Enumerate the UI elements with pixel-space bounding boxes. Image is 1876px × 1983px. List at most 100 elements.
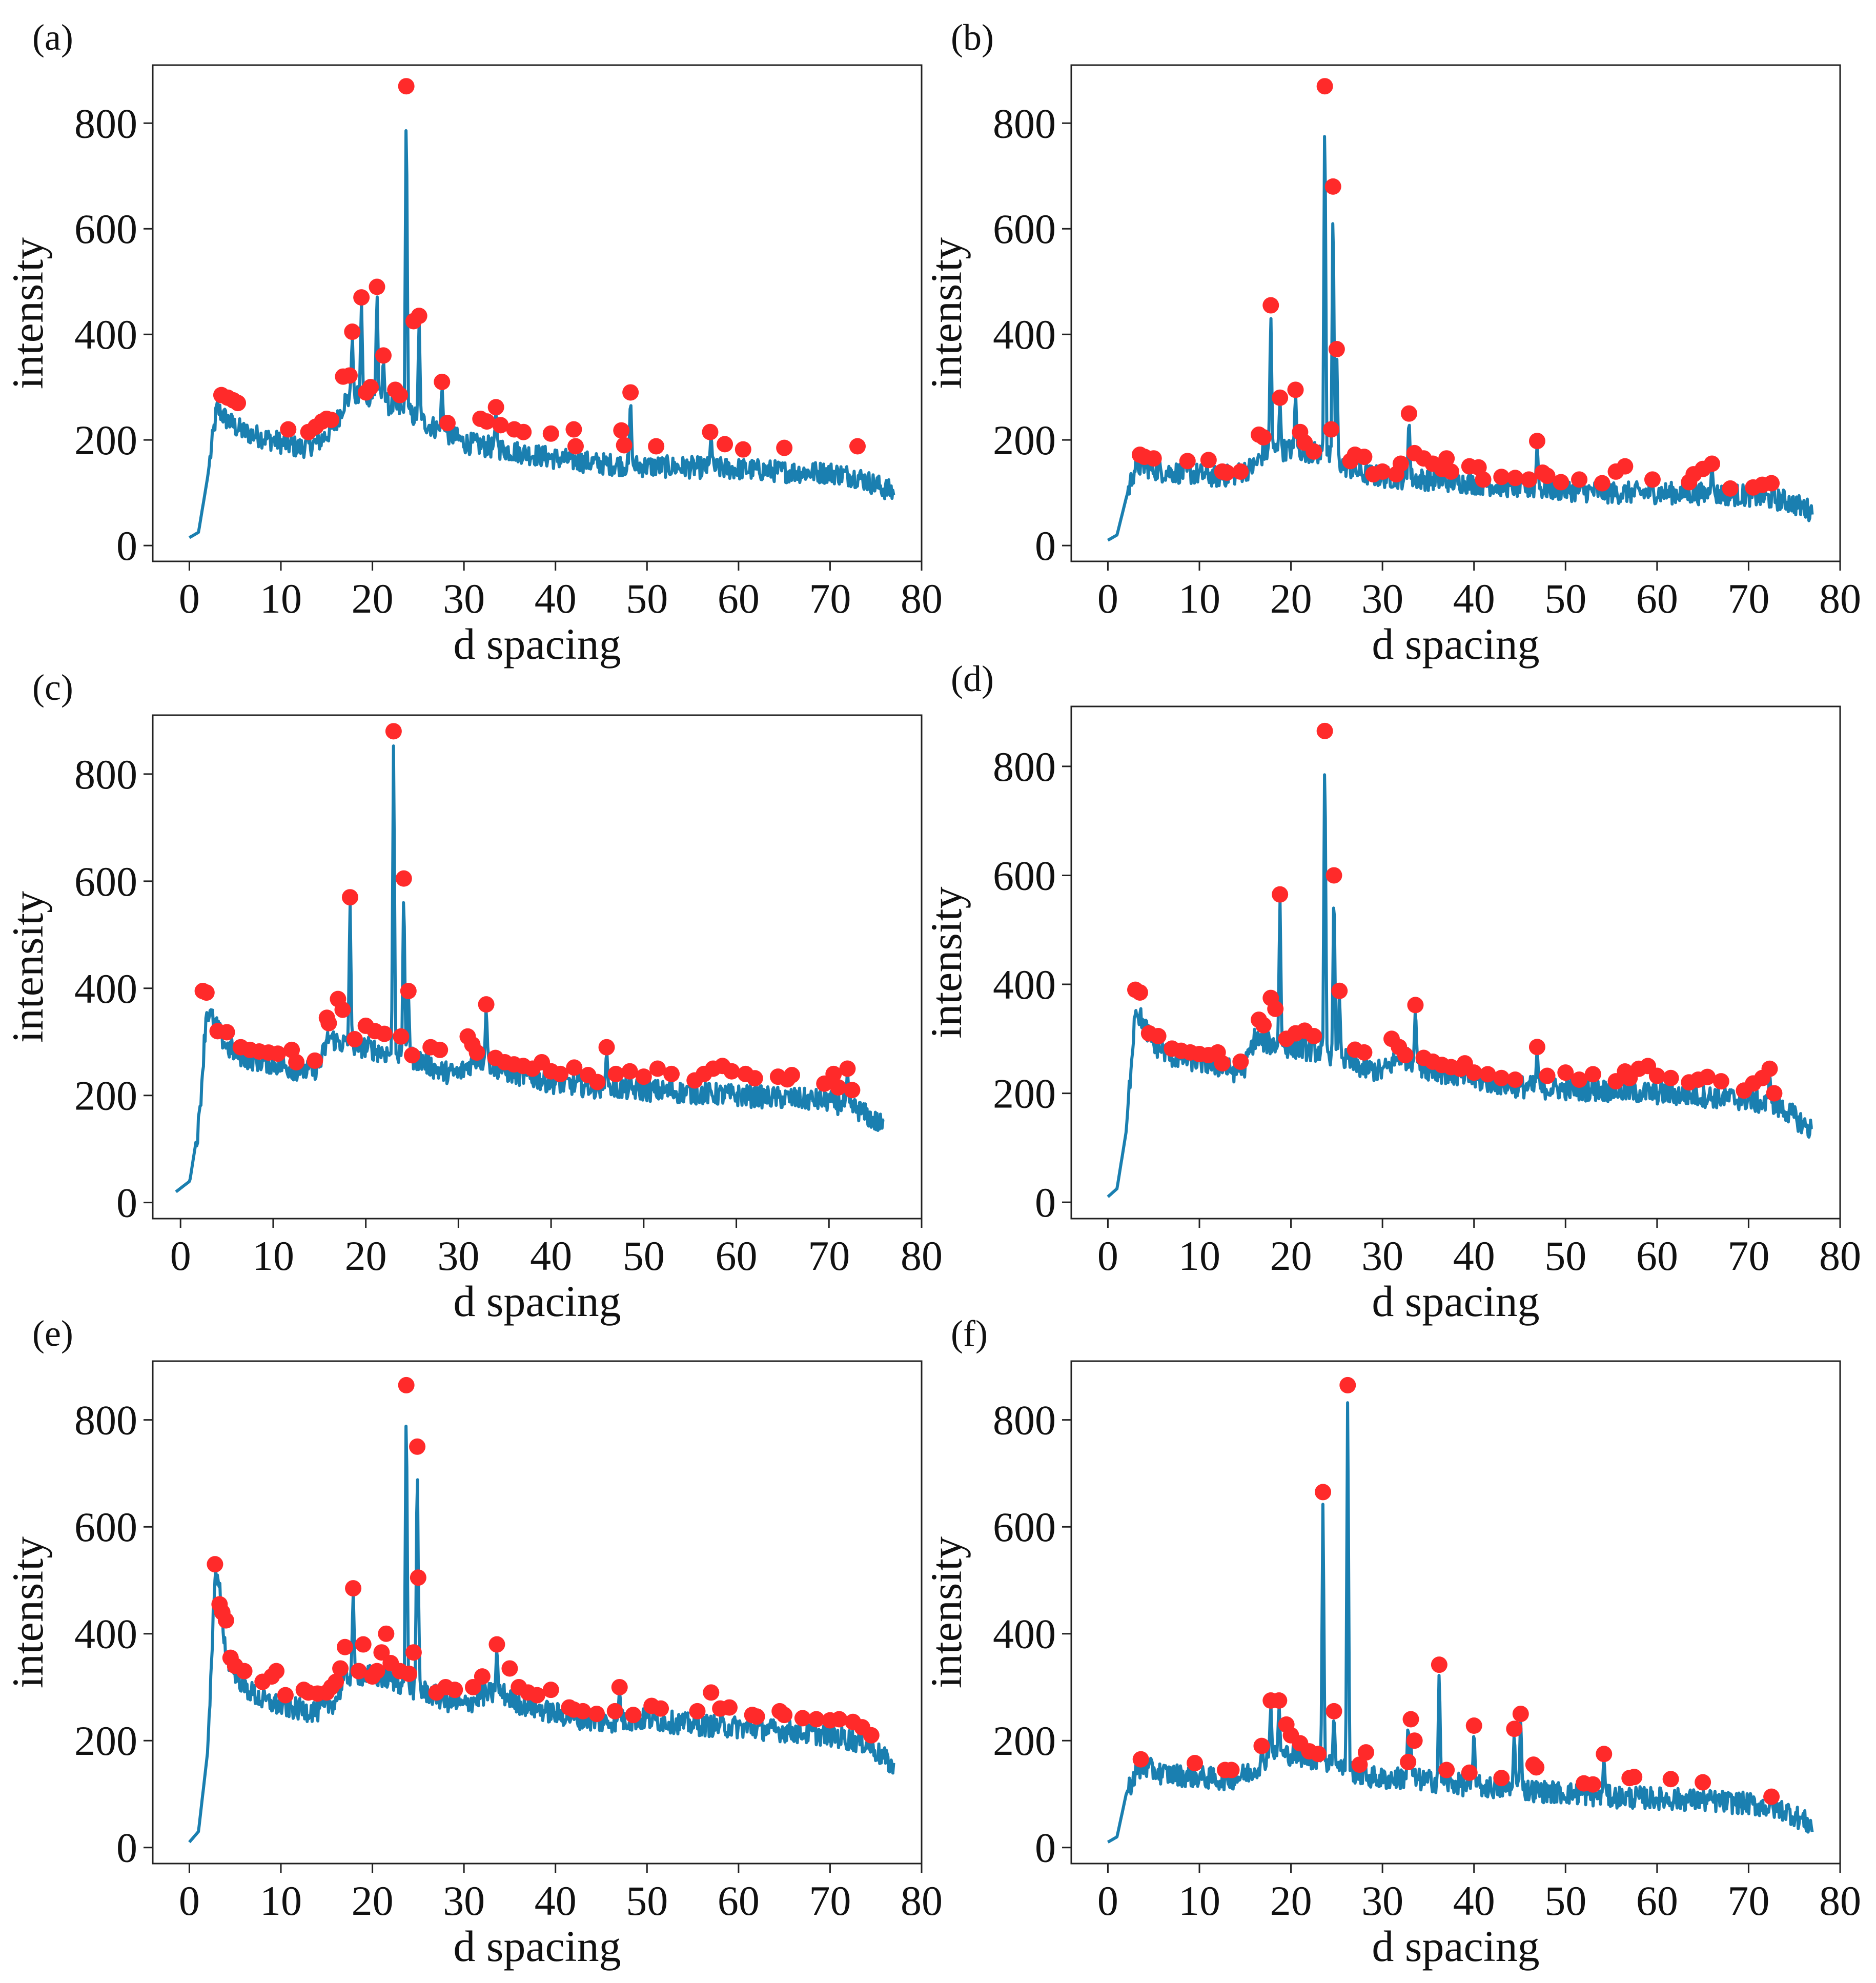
peak-marker bbox=[353, 289, 370, 306]
peak-marker bbox=[776, 1707, 793, 1724]
peak-marker bbox=[1187, 1755, 1204, 1771]
peak-marker bbox=[1358, 1744, 1374, 1761]
x-tick-label: 20 bbox=[352, 575, 394, 622]
x-tick-label: 0 bbox=[1097, 1877, 1118, 1924]
peak-marker bbox=[1316, 722, 1333, 739]
y-tick-label: 400 bbox=[993, 1611, 1056, 1657]
x-tick-label: 20 bbox=[352, 1877, 394, 1924]
x-tick-label: 30 bbox=[443, 575, 485, 622]
peak-marker bbox=[529, 1687, 545, 1704]
peak-marker bbox=[1761, 1060, 1778, 1077]
peak-marker bbox=[1397, 1047, 1414, 1064]
peak-marker bbox=[1493, 1770, 1510, 1787]
plot-frame bbox=[1070, 705, 1841, 1220]
peak-marker bbox=[378, 1625, 395, 1642]
y-tick-label: 800 bbox=[74, 100, 137, 147]
peak-marker bbox=[283, 1041, 300, 1058]
x-tick-label: 50 bbox=[1544, 1232, 1586, 1279]
x-tick-label: 50 bbox=[626, 575, 668, 622]
peak-marker bbox=[350, 1663, 367, 1680]
x-tick-label: 0 bbox=[179, 1877, 200, 1924]
y-tick-label: 200 bbox=[74, 1073, 137, 1119]
peak-marker bbox=[1310, 1746, 1327, 1763]
x-tick-label: 20 bbox=[1270, 1232, 1312, 1279]
peak-marker bbox=[1232, 463, 1249, 480]
y-tick-label: 600 bbox=[993, 206, 1056, 252]
peak-marker bbox=[1594, 475, 1610, 492]
peak-marker bbox=[1512, 1706, 1529, 1723]
peak-marker bbox=[1557, 1064, 1574, 1081]
peak-marker bbox=[207, 1556, 223, 1573]
peak-marker bbox=[1479, 1066, 1496, 1083]
peak-marker bbox=[288, 1054, 305, 1070]
peak-marker bbox=[616, 437, 633, 454]
peak-marker bbox=[1262, 297, 1279, 314]
y-tick-label: 0 bbox=[1035, 1825, 1056, 1871]
peak-marker bbox=[1596, 1746, 1613, 1763]
y-tick-label: 800 bbox=[993, 743, 1056, 790]
y-tick-label: 200 bbox=[993, 1070, 1056, 1117]
peak-marker bbox=[1150, 1027, 1167, 1044]
x-tick-label: 40 bbox=[530, 1232, 572, 1279]
x-tick-label: 0 bbox=[170, 1232, 191, 1279]
peak-marker bbox=[622, 384, 639, 401]
peak-marker bbox=[1722, 480, 1739, 497]
peak-marker bbox=[1648, 1067, 1665, 1084]
panel-label: (c) bbox=[32, 667, 73, 708]
peak-marker bbox=[607, 1065, 624, 1082]
peak-marker bbox=[542, 425, 559, 442]
x-tick-label: 80 bbox=[1819, 575, 1861, 622]
x-tick-label: 70 bbox=[809, 1877, 851, 1924]
x-tick-label: 70 bbox=[1727, 1232, 1769, 1279]
peak-marker bbox=[411, 308, 427, 325]
peak-marker bbox=[567, 438, 584, 455]
peak-marker bbox=[1316, 78, 1333, 95]
peak-marker bbox=[1326, 1703, 1342, 1719]
y-tick-label: 0 bbox=[116, 522, 137, 569]
x-tick-label: 50 bbox=[626, 1877, 668, 1924]
panel-label: (d) bbox=[951, 658, 994, 699]
peak-marker bbox=[478, 413, 495, 430]
peak-marker bbox=[515, 423, 532, 440]
y-tick-label: 400 bbox=[993, 311, 1056, 358]
peak-marker bbox=[355, 1636, 372, 1653]
panel-label: (b) bbox=[951, 17, 994, 58]
peak-marker bbox=[1402, 1711, 1419, 1728]
peak-marker bbox=[400, 983, 417, 1000]
x-tick-label: 10 bbox=[1178, 1232, 1220, 1279]
peak-marker bbox=[1374, 463, 1391, 480]
peak-marker bbox=[1704, 455, 1720, 472]
peak-marker bbox=[721, 1699, 738, 1716]
y-axis-title: intensity bbox=[922, 1536, 971, 1688]
x-axis-title: d spacing bbox=[453, 619, 621, 669]
peak-marker bbox=[783, 1067, 800, 1084]
peak-marker bbox=[1179, 453, 1196, 470]
y-tick-label: 600 bbox=[74, 206, 137, 252]
peak-marker bbox=[717, 436, 733, 453]
peak-marker bbox=[748, 1708, 765, 1725]
peak-marker bbox=[375, 347, 392, 364]
peak-marker bbox=[1766, 1085, 1783, 1102]
peak-marker bbox=[1461, 1764, 1478, 1781]
peak-marker bbox=[198, 984, 215, 1001]
peak-marker bbox=[1662, 1771, 1679, 1788]
x-tick-label: 0 bbox=[1097, 575, 1118, 622]
y-tick-label: 600 bbox=[993, 1504, 1056, 1550]
plot-frame bbox=[152, 64, 923, 562]
x-tick-label: 60 bbox=[718, 1877, 760, 1924]
peak-marker bbox=[575, 1703, 592, 1719]
x-tick-label: 60 bbox=[1636, 1877, 1678, 1924]
peak-marker bbox=[831, 1711, 848, 1728]
peak-marker bbox=[606, 1703, 623, 1719]
y-tick-label: 200 bbox=[74, 1717, 137, 1764]
x-tick-label: 30 bbox=[1361, 1232, 1403, 1279]
peak-marker bbox=[341, 889, 358, 906]
panel-label: (a) bbox=[32, 17, 73, 58]
peak-marker bbox=[1443, 463, 1460, 480]
peak-marker bbox=[1287, 381, 1304, 398]
peak-marker bbox=[1324, 178, 1341, 195]
y-tick-label: 400 bbox=[993, 961, 1056, 1008]
peak-marker bbox=[217, 1612, 234, 1629]
